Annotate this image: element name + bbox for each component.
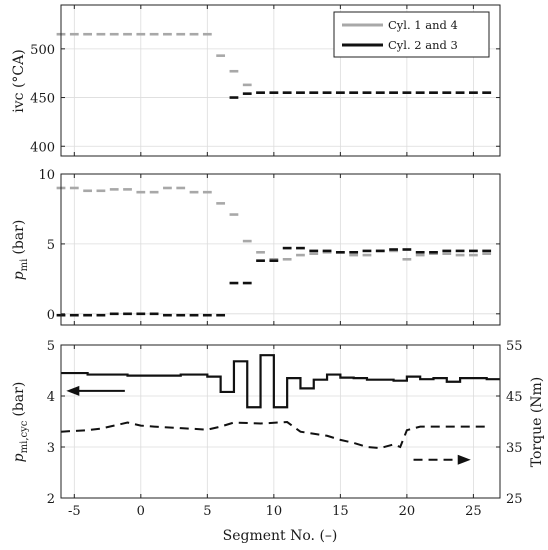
y-tick-label: 0 xyxy=(47,308,55,323)
y-right-tick-label: 35 xyxy=(506,441,523,456)
frame-pmi xyxy=(60,173,501,326)
x-tick-label: 5 xyxy=(203,504,211,519)
ylabel-pmicyc-unit: (bar) xyxy=(11,382,27,417)
ylabel-pmi-unit: (bar) xyxy=(11,220,27,255)
ylabel-pmicyc-sub: mi,cyc xyxy=(19,420,30,453)
x-tick-label: 10 xyxy=(266,504,283,519)
legend-label-cyl14: Cyl. 1 and 4 xyxy=(388,18,458,32)
marks-pmi xyxy=(56,186,492,317)
ticks-pmi: 0 5 10 xyxy=(38,168,500,325)
y-tick-label: 2 xyxy=(47,492,55,507)
arrow-right-head xyxy=(457,454,471,465)
ylabel-pmi: pmi (bar) xyxy=(11,220,30,281)
panel-pmi: 0 5 10 pmi (bar) xyxy=(11,168,501,326)
xlabel: Segment No. (–) xyxy=(223,528,338,544)
y-right-tick-label: 55 xyxy=(506,339,523,354)
x-tick-label: -5 xyxy=(68,504,81,519)
y-right-tick-label: 45 xyxy=(506,390,523,405)
marks-pmicyc xyxy=(60,354,500,465)
y-tick-label: 3 xyxy=(47,441,55,456)
y-right-tick-label: 25 xyxy=(506,492,523,507)
legend-label-cyl23: Cyl. 2 and 3 xyxy=(388,38,458,52)
y-tick-label: 10 xyxy=(38,168,55,183)
line-torque xyxy=(60,420,487,450)
y-tick-label: 5 xyxy=(47,238,55,253)
ylabel-pmicyc: pmi,cyc (bar) xyxy=(11,382,30,463)
ticks-ivc: 400 450 500 xyxy=(30,5,500,156)
x-tick-label: 25 xyxy=(465,504,482,519)
y-tick-label: 4 xyxy=(47,390,55,405)
marks-ivc xyxy=(56,32,492,99)
ylabel-pmi-main: p xyxy=(11,271,27,280)
ylabel-pmi-sub: mi xyxy=(19,259,30,272)
x-tick-label: 15 xyxy=(332,504,349,519)
x-tick-label: 20 xyxy=(399,504,416,519)
frame-ivc xyxy=(60,4,501,157)
y-tick-label: 5 xyxy=(47,339,55,354)
grid-pmi xyxy=(61,173,500,325)
ylabel-pmicyc-main: p xyxy=(11,453,27,462)
legend: Cyl. 1 and 4 Cyl. 2 and 3 xyxy=(333,11,490,58)
panel-ivc: 400 450 500 ivc (°CA) Cyl. 1 and 4 Cyl. 2 … xyxy=(11,4,501,157)
grid-pmicyc xyxy=(61,344,500,499)
arrow-left-head xyxy=(66,385,80,396)
frame-pmicyc xyxy=(60,344,501,499)
y-tick-label: 450 xyxy=(30,92,55,107)
y-tick-label: 500 xyxy=(30,43,55,58)
ylabel-torque: Torque (Nm) xyxy=(529,377,545,468)
line-p-mi-cyc xyxy=(61,354,500,409)
y-tick-label: 400 xyxy=(30,140,55,155)
legend-box xyxy=(333,11,490,58)
x-tick-label: 0 xyxy=(137,504,145,519)
ylabel-ivc: ivc (°CA) xyxy=(11,49,27,112)
